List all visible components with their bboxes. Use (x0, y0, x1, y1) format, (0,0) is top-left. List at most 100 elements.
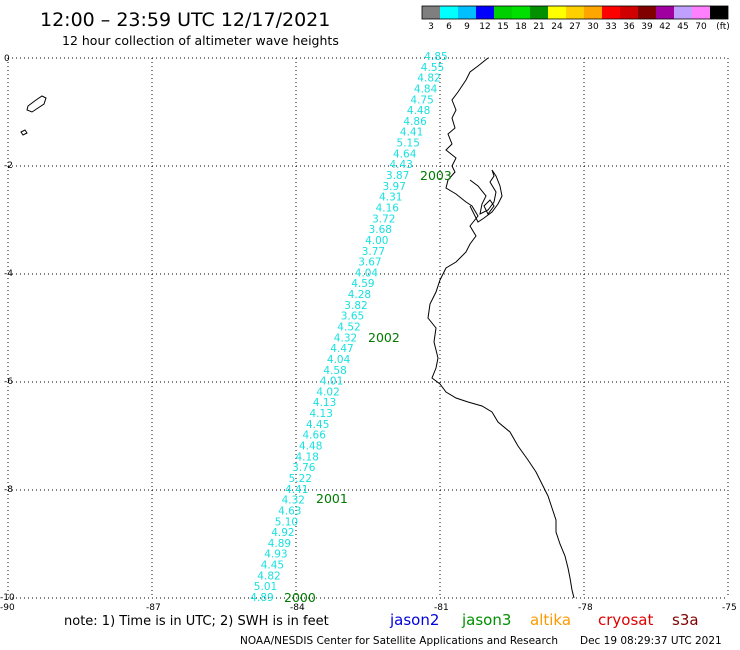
legend-swatch (638, 6, 656, 19)
lat-label: -4 (4, 269, 13, 279)
legend-swatch (548, 6, 566, 19)
wave-height-label: 3.76 (292, 462, 316, 474)
legend-swatch (692, 6, 710, 19)
wave-height-label: 4.89 (268, 538, 291, 550)
wave-height-label: 4.85 (424, 51, 447, 63)
legend-label: 42 (659, 22, 670, 32)
lat-label: -2 (4, 161, 13, 171)
lat-label: -6 (4, 377, 13, 387)
lon-label: -75 (722, 603, 737, 613)
wave-height-label: 4.04 (327, 354, 351, 366)
wave-height-label: 4.41 (400, 127, 423, 139)
legend-frame (421, 5, 729, 20)
legend-label: 45 (677, 22, 688, 32)
legend-label: 33 (605, 22, 616, 32)
wave-height-label: 3.87 (386, 170, 409, 182)
legend-label: 15 (497, 22, 508, 32)
satellite-cryosat: cryosat (598, 611, 653, 629)
lon-label: -90 (0, 603, 15, 613)
wave-height-label: 4.63 (278, 505, 301, 517)
legend-swatch (422, 6, 440, 19)
lat-axis-labels: 0 -2 -4 -6 -8 -10 (0, 54, 15, 603)
lon-axis-labels: -90 -87 -84 -81 -78 -75 (0, 603, 737, 613)
legend-label: 70 (695, 22, 707, 32)
satellite-altika: altika (530, 611, 571, 629)
lon-label: -87 (146, 603, 161, 613)
island-puna (483, 199, 495, 215)
wave-height-label: 3.77 (362, 246, 385, 258)
pass-label-2002: 2002 (368, 330, 400, 345)
color-scale-legend: 3 6 9 12 15 18 21 24 27 30 33 36 39 42 45 70 (ft) (421, 5, 730, 32)
wave-height-label: 4.16 (376, 203, 400, 215)
map-title: 12:00 – 23:59 UTC 12/17/2021 (40, 9, 330, 31)
legend-label: 21 (533, 22, 544, 32)
footer-agency: NOAA/NESDIS Center for Satellite Applica… (240, 635, 558, 647)
wave-height-label: 4.93 (264, 549, 287, 561)
wave-height-label: 4.13 (313, 397, 336, 409)
legend-label: 3 (428, 22, 434, 32)
legend-swatch (476, 6, 494, 19)
wave-height-label: 4.66 (303, 430, 327, 442)
legend-label: (ft) (716, 22, 730, 32)
legend-swatch (458, 6, 476, 19)
altimeter-track: 4.854.554.824.844.754.484.864.415.154.64… (250, 51, 447, 604)
wave-height-label: 4.84 (414, 84, 438, 96)
wave-height-label: 4.55 (421, 62, 444, 74)
legend-label: 12 (479, 22, 490, 32)
legend-label: 39 (641, 22, 653, 32)
gulf-of-guayaquil (469, 169, 503, 223)
lat-lon-grid (7, 57, 729, 599)
satellite-key: jason2 jason3 altika cryosat s3a (389, 611, 699, 629)
map-subtitle: 12 hour collection of altimeter wave hei… (62, 33, 339, 48)
note-text: note: 1) Time is in UTC; 2) SWH is in fe… (64, 614, 329, 629)
pass-label-2001: 2001 (316, 491, 348, 506)
wave-height-label: 4.04 (355, 267, 379, 279)
wave-height-label: 4.13 (310, 408, 333, 420)
legend-label: 27 (569, 22, 580, 32)
wave-height-label: 4.75 (410, 94, 433, 106)
wave-height-label: 4.00 (365, 235, 388, 247)
wave-height-label: 4.18 (296, 451, 319, 463)
wave-height-label: 4.32 (282, 495, 305, 507)
wave-height-label: 4.48 (407, 105, 430, 117)
legend-label: 36 (623, 22, 635, 32)
wave-height-label: 4.89 (250, 592, 273, 604)
legend-swatch (512, 6, 530, 19)
wave-height-label: 3.72 (372, 213, 395, 225)
wave-height-label: 4.59 (351, 278, 374, 290)
lon-label: -78 (578, 603, 593, 613)
legend-swatch (440, 6, 458, 19)
wave-height-label: 3.68 (369, 224, 392, 236)
legend-swatch (566, 6, 584, 19)
wave-height-label: 4.47 (330, 343, 353, 355)
legend-swatch (584, 6, 602, 19)
legend-swatch (710, 6, 728, 19)
legend-swatch (530, 6, 548, 19)
lon-label: -81 (434, 603, 449, 613)
legend-label: 30 (587, 22, 599, 32)
lat-label: 0 (4, 54, 10, 64)
island-galapagos-small (20, 129, 28, 136)
wave-height-label: 4.86 (403, 116, 427, 128)
wave-height-label: 3.65 (341, 311, 364, 323)
wave-height-label: 4.64 (393, 148, 417, 160)
wave-height-label: 4.82 (257, 570, 280, 582)
legend-label: 18 (515, 22, 527, 32)
legend-label: 9 (464, 22, 470, 32)
wave-height-label: 4.41 (285, 484, 308, 496)
wave-height-label: 4.02 (316, 386, 339, 398)
satellite-s3a: s3a (672, 611, 699, 629)
legend-swatch (674, 6, 692, 19)
coastline-mainland (427, 57, 575, 599)
lat-label: -10 (0, 593, 15, 603)
lat-label: -8 (4, 485, 13, 495)
wave-height-label: 4.82 (417, 73, 440, 85)
wave-height-label: 5.10 (275, 516, 298, 528)
wave-height-label: 4.31 (379, 192, 402, 204)
wave-height-label: 3.67 (358, 257, 381, 269)
wave-height-label: 4.43 (390, 159, 413, 171)
wave-height-label: 4.28 (348, 289, 371, 301)
coastline (20, 57, 575, 599)
wave-height-label: 3.97 (383, 181, 406, 193)
